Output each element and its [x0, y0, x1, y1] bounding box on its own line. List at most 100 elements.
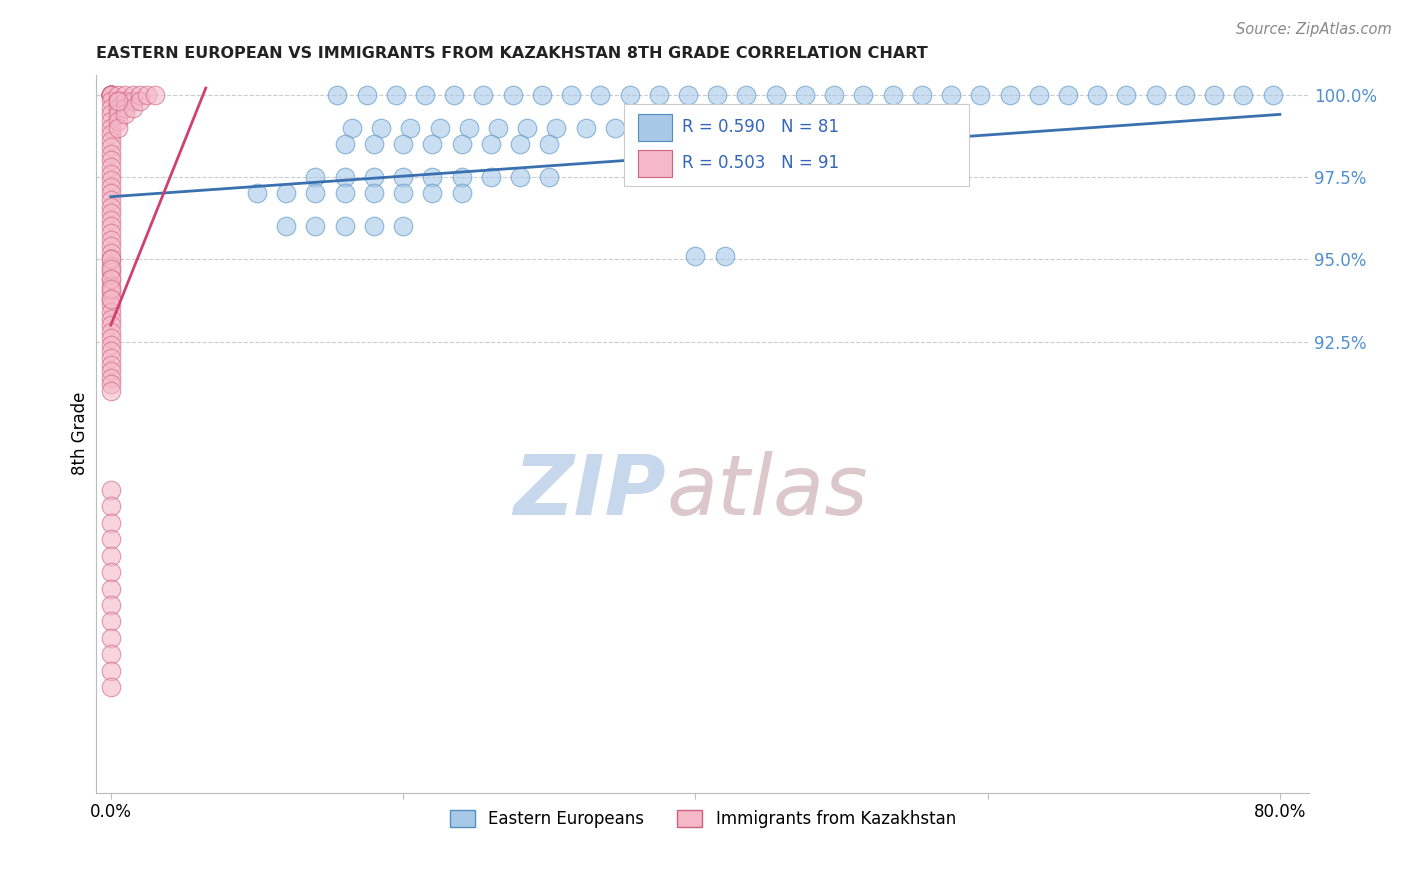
Point [326, 87, 349, 102]
Point [107, 94, 129, 108]
Point [100, 87, 122, 102]
Point [384, 87, 406, 102]
Point [100, 87, 122, 102]
Point [100, 252, 122, 267]
Point [392, 186, 415, 201]
Point [100, 318, 122, 332]
Point [1232, 87, 1254, 102]
Point [457, 120, 479, 135]
Point [100, 120, 122, 135]
Point [100, 127, 122, 141]
Point [100, 598, 122, 612]
Point [538, 169, 561, 184]
Point [304, 219, 326, 234]
Point [420, 169, 443, 184]
Point [114, 94, 136, 108]
Point [100, 233, 122, 247]
Point [100, 206, 122, 220]
Point [420, 186, 443, 201]
Point [100, 134, 122, 148]
Point [114, 87, 136, 102]
Point [100, 186, 122, 201]
Point [100, 344, 122, 359]
Point [472, 87, 495, 102]
Point [823, 87, 845, 102]
FancyBboxPatch shape [638, 150, 672, 177]
Point [765, 87, 787, 102]
Point [706, 87, 728, 102]
Point [129, 94, 152, 108]
Point [100, 193, 122, 207]
Point [589, 87, 612, 102]
Point [276, 186, 298, 201]
Point [911, 87, 934, 102]
Point [603, 120, 626, 135]
Point [100, 160, 122, 174]
Point [692, 120, 714, 135]
Point [356, 87, 378, 102]
Point [100, 179, 122, 194]
Point [648, 87, 671, 102]
Point [100, 252, 122, 267]
Point [100, 147, 122, 161]
Point [998, 87, 1021, 102]
Point [100, 549, 122, 563]
Point [443, 87, 465, 102]
Point [575, 120, 598, 135]
Point [129, 87, 152, 102]
Point [1144, 87, 1167, 102]
Point [107, 120, 129, 135]
Point [100, 364, 122, 378]
Point [100, 87, 122, 102]
Point [100, 87, 122, 102]
Point [121, 87, 143, 102]
Point [1057, 87, 1080, 102]
Point [100, 219, 122, 234]
Point [363, 136, 385, 151]
Text: Source: ZipAtlas.com: Source: ZipAtlas.com [1236, 22, 1392, 37]
Point [100, 153, 122, 168]
Point [333, 169, 356, 184]
Point [340, 120, 363, 135]
Point [100, 245, 122, 260]
Point [100, 259, 122, 273]
Point [450, 186, 472, 201]
Point [276, 219, 298, 234]
Point [100, 87, 122, 102]
Point [100, 87, 122, 102]
Point [100, 167, 122, 181]
Point [662, 120, 685, 135]
Point [676, 87, 699, 102]
Point [107, 87, 129, 102]
Point [413, 87, 436, 102]
Point [633, 120, 655, 135]
Legend: Eastern Europeans, Immigrants from Kazakhstan: Eastern Europeans, Immigrants from Kazak… [443, 803, 963, 835]
Point [100, 94, 122, 108]
Point [333, 186, 356, 201]
Point [100, 631, 122, 645]
Point [509, 136, 531, 151]
Point [735, 87, 758, 102]
Point [516, 120, 538, 135]
Point [429, 120, 451, 135]
Point [107, 101, 129, 115]
Point [721, 120, 744, 135]
Point [100, 351, 122, 365]
Point [399, 120, 422, 135]
Point [100, 681, 122, 695]
Point [100, 664, 122, 678]
Point [333, 219, 356, 234]
Point [100, 285, 122, 300]
Point [392, 169, 415, 184]
Point [502, 87, 524, 102]
Point [969, 87, 991, 102]
Point [114, 107, 136, 121]
Point [100, 282, 122, 296]
Point [793, 87, 815, 102]
Point [1028, 87, 1050, 102]
Point [100, 173, 122, 187]
Point [882, 87, 904, 102]
Point [486, 120, 509, 135]
Point [304, 169, 326, 184]
Point [100, 114, 122, 128]
